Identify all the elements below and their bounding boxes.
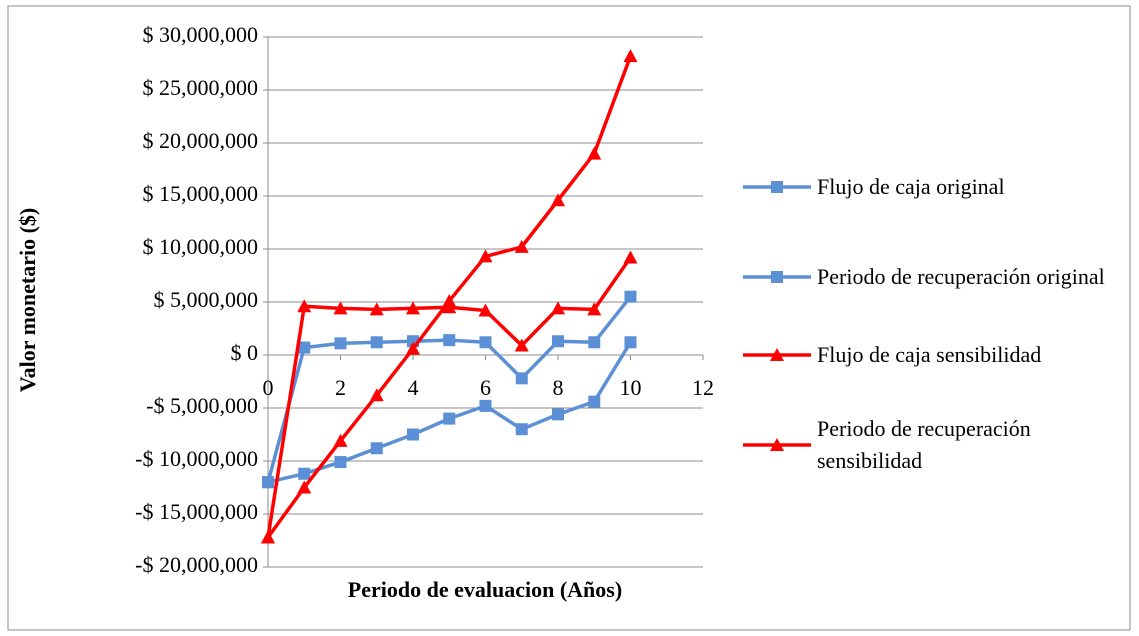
marker [370, 442, 383, 455]
legend-label: Periodo de recuperación original [817, 264, 1105, 289]
marker [370, 336, 383, 349]
y-tick-label: $ 30,000,000 [143, 22, 259, 47]
marker [443, 412, 456, 425]
legend-swatch [743, 438, 811, 451]
marker [624, 290, 637, 303]
x-axis-title: Periodo de evaluacion (Años) [348, 577, 622, 602]
x-tick-label: 2 [335, 375, 346, 400]
marker [333, 301, 348, 315]
marker [624, 336, 637, 349]
y-tick-label: $ 0 [231, 340, 259, 365]
legend-entry: Periodo de recuperación original [743, 261, 1107, 293]
marker [771, 271, 783, 283]
marker [479, 399, 492, 412]
marker [514, 239, 529, 253]
x-tick-label: 6 [480, 375, 491, 400]
x-tick-label: 4 [408, 375, 419, 400]
y-tick-label: -$ 15,000,000 [135, 499, 258, 524]
x-tick-label: 12 [692, 375, 714, 400]
x-tick-label: 8 [553, 375, 564, 400]
y-tick-label: $ 20,000,000 [143, 128, 259, 153]
legend-swatch [743, 181, 811, 193]
chart-border [7, 5, 1131, 631]
legend-entry: Flujo de caja sensibilidad [743, 339, 1107, 371]
marker [406, 341, 420, 355]
legend-label: Periodo de recuperación sensibilidad [817, 416, 1031, 473]
marker [297, 299, 312, 313]
y-tick-label: -$ 20,000,000 [135, 552, 258, 577]
marker [443, 334, 456, 347]
marker [442, 293, 457, 307]
marker [334, 337, 347, 350]
legend-entry: Flujo de caja original [743, 171, 1107, 203]
marker [515, 423, 528, 436]
marker [770, 438, 784, 451]
marker [298, 341, 311, 354]
marker [552, 335, 564, 348]
y-tick-label: $ 25,000,000 [143, 75, 259, 100]
marker [333, 433, 348, 447]
y-tick-label: -$ 10,000,000 [135, 446, 258, 471]
marker [406, 301, 420, 315]
marker [407, 428, 419, 441]
marker [551, 193, 565, 207]
y-tick-label: $ 5,000,000 [154, 287, 259, 312]
legend-swatch [743, 271, 811, 283]
marker [588, 395, 601, 408]
marker [588, 336, 601, 349]
legend-label: Flujo de caja sensibilidad [817, 342, 1042, 367]
legend-entry: Periodo de recuperación sensibilidad [743, 413, 1107, 477]
marker [369, 388, 384, 402]
marker [623, 250, 638, 264]
marker [478, 303, 493, 317]
legend-label: Flujo de caja original [817, 174, 1005, 199]
y-tick-label: $ 15,000,000 [143, 181, 259, 206]
marker [770, 348, 784, 361]
marker [298, 467, 311, 480]
marker [369, 302, 384, 316]
marker [587, 146, 602, 160]
marker [551, 301, 565, 315]
y-tick-label: -$ 5,000,000 [146, 393, 258, 418]
marker [514, 338, 529, 352]
marker [297, 480, 312, 494]
marker [587, 302, 602, 316]
marker [334, 456, 347, 469]
marker [262, 476, 274, 489]
marker [771, 181, 783, 193]
y-tick-label: $ 10,000,000 [143, 234, 259, 259]
marker [515, 372, 528, 385]
x-tick-label: 0 [263, 375, 274, 400]
y-axis-title: Valor monetario ($) [15, 208, 40, 393]
x-tick-label: 10 [620, 375, 642, 400]
marker [261, 530, 275, 544]
marker [552, 408, 564, 421]
marker [623, 49, 638, 63]
legend-swatch [743, 348, 811, 361]
marker [478, 249, 493, 263]
marker [479, 336, 492, 349]
